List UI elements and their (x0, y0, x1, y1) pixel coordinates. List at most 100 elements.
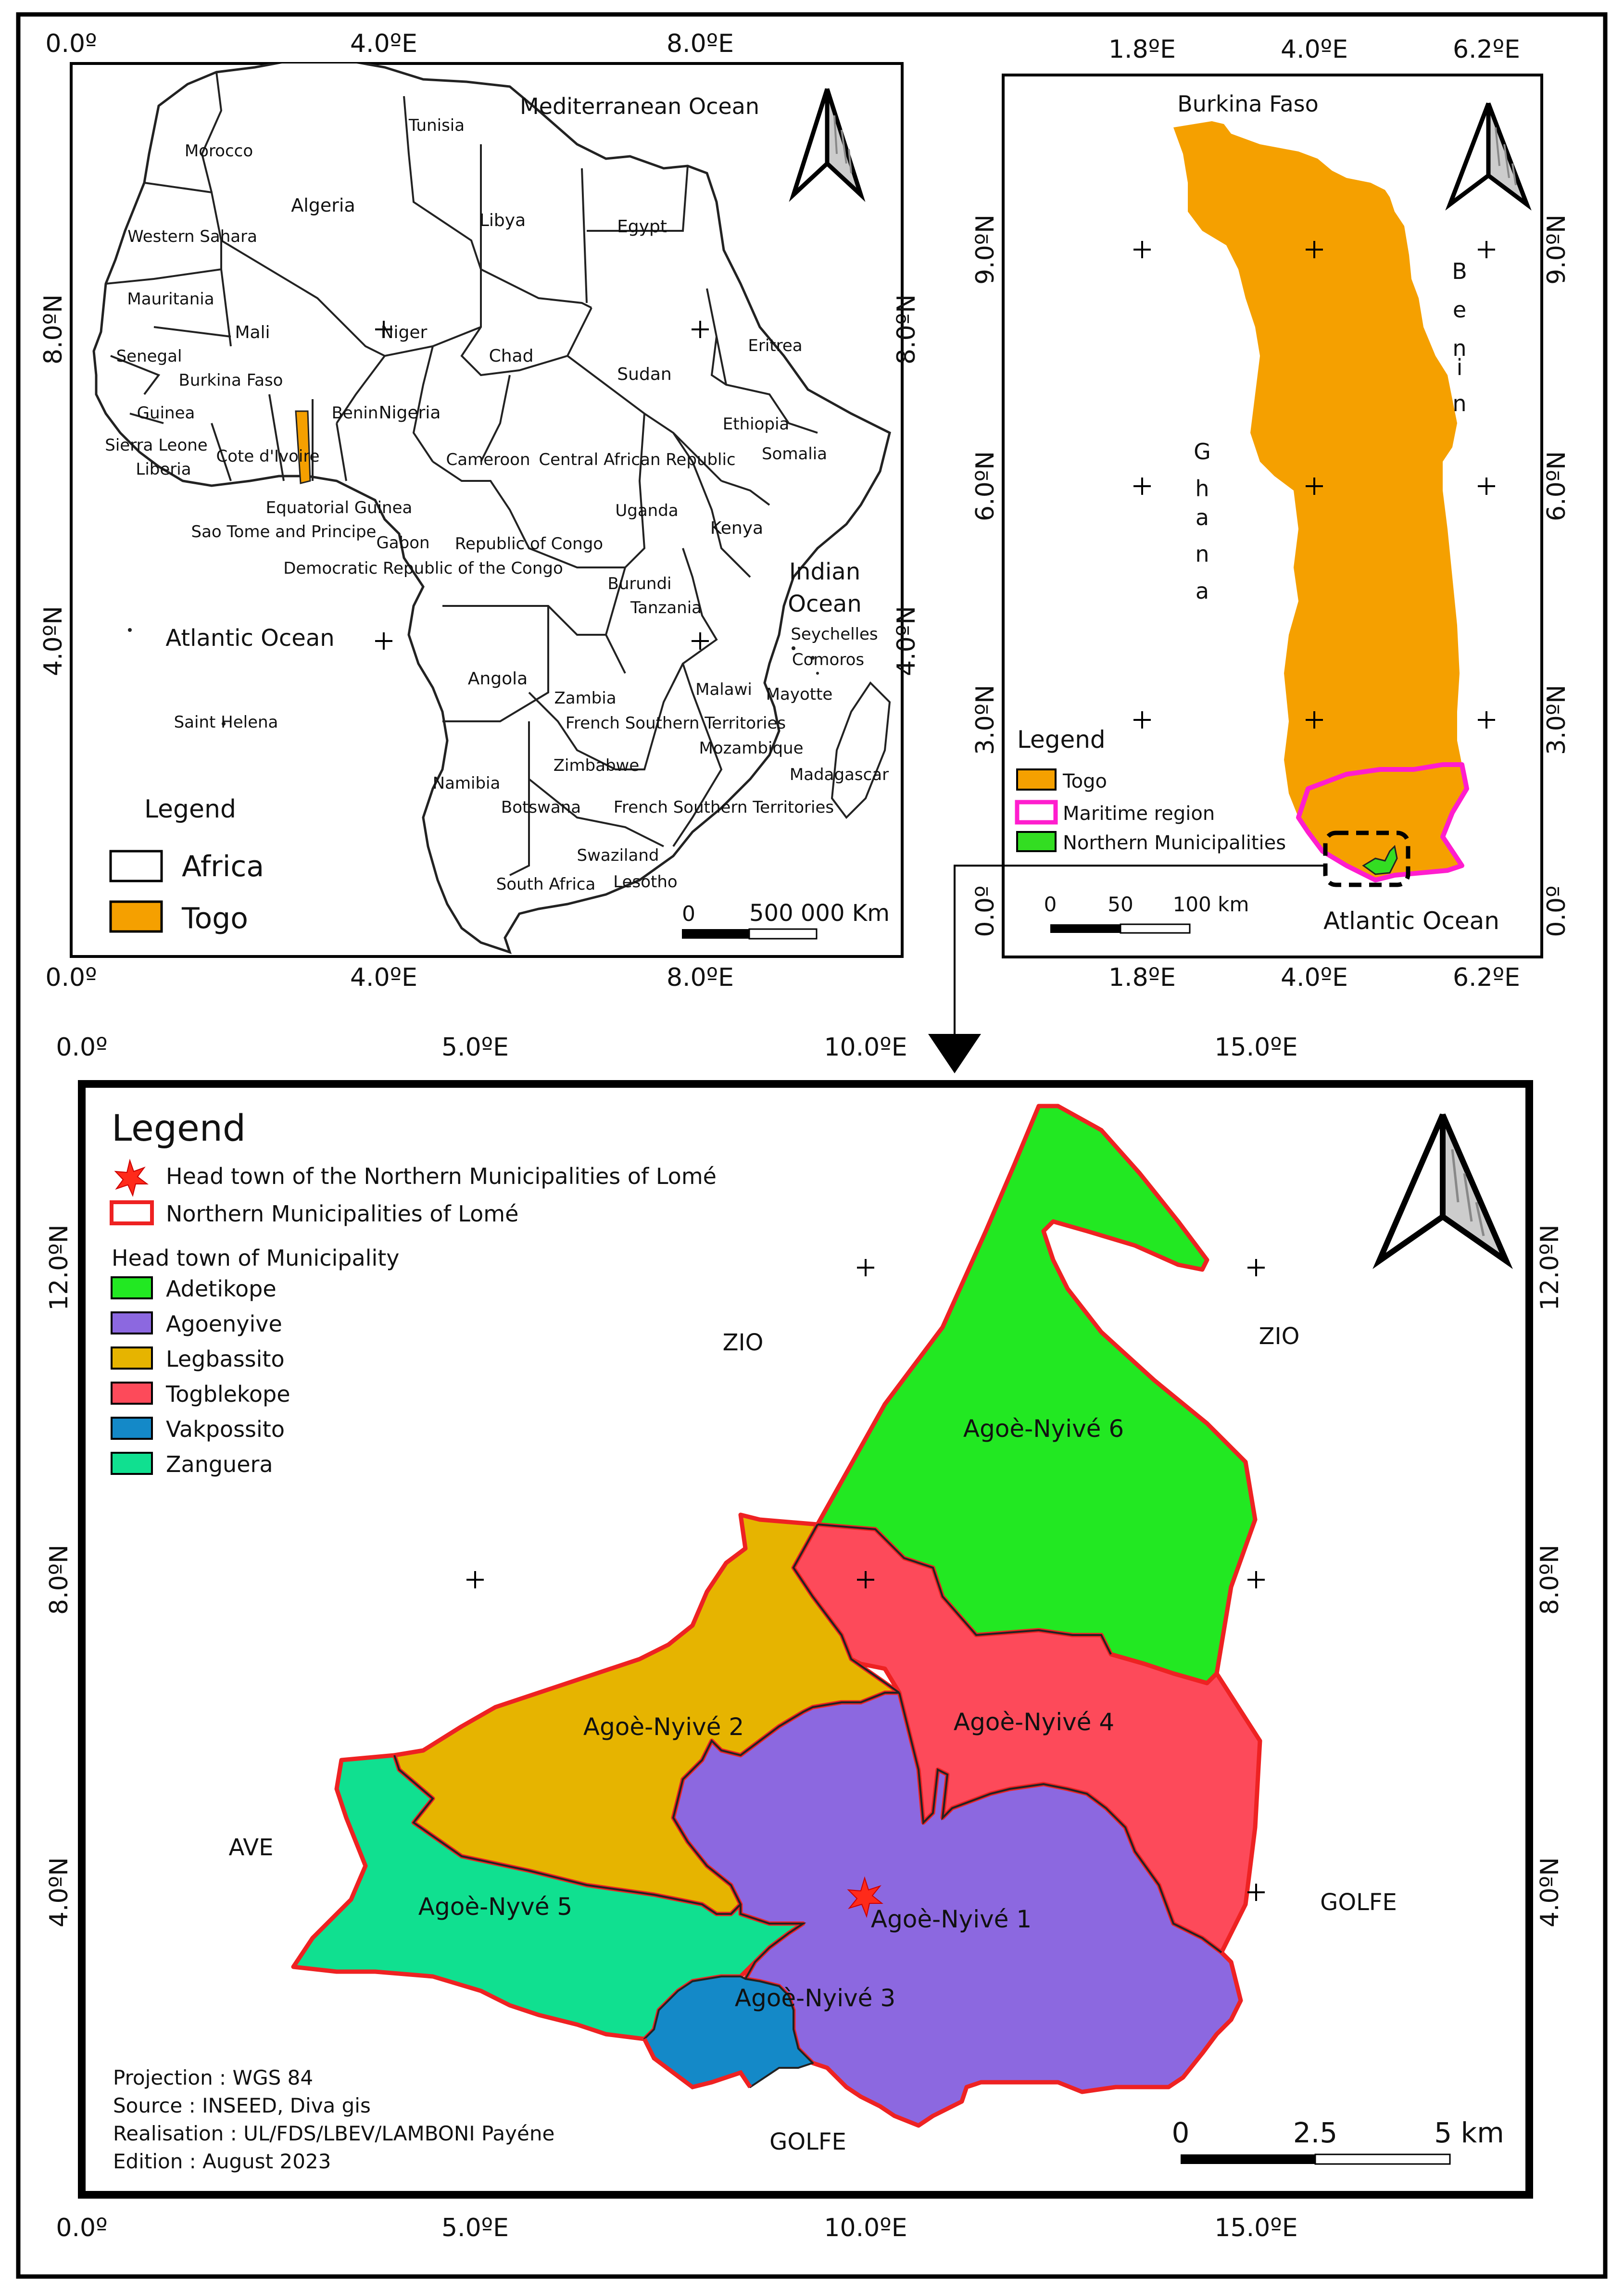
main-right-tick-2: 4.0ºN (1536, 1857, 1564, 1927)
outer-frame (16, 12, 1608, 2279)
legend-label-togo: Togo (181, 902, 248, 935)
togo-legend-title: Legend (1017, 726, 1106, 754)
togo-right-tick-2: 3.0ºN (1542, 685, 1571, 755)
main-legend-star (114, 1158, 149, 1197)
main-district-labels: Agoè-Nyivé 6 Agoè-Nyivé 2 Agoè-Nyivé 4 A… (418, 1415, 1124, 2012)
africa-country-labels: Mediterranean Ocean Morocco Tunisia Alge… (105, 93, 889, 894)
togo-scale-tick-1: 50 (1108, 893, 1133, 916)
label-chad: Chad (489, 346, 534, 366)
main-left-tick-1: 8.0ºN (45, 1545, 74, 1615)
label-seychelles: Seychelles (791, 625, 878, 644)
main-legend-label-zanguera: Zanguera (166, 1451, 273, 1477)
label-district-2: Agoè-Nyivé 2 (583, 1713, 744, 1741)
main-left-tick-0: 12.0ºN (45, 1224, 74, 1310)
main-legend-boundary-swatch (110, 1200, 154, 1225)
togo-bottom-tick-0: 1.8ºE (1108, 963, 1176, 992)
africa-left-tick-0: 8.0ºN (39, 294, 68, 365)
label-niger: Niger (381, 323, 428, 342)
main-info-block: Projection : WGS 84 Source : INSEED, Div… (113, 2066, 554, 2173)
africa-left-tick-1: 4.0ºN (39, 606, 68, 676)
label-somalia: Somalia (762, 444, 827, 464)
label-eq-guinea: Equatorial Guinea (266, 498, 413, 517)
label-mauritania: Mauritania (127, 289, 214, 309)
label-zio-right: ZIO (1259, 1323, 1300, 1350)
africa-map-panel: Mediterranean Ocean Morocco Tunisia Alge… (39, 29, 921, 992)
label-cote-divoire: Cote d'Ivoire (216, 447, 319, 466)
label-indian-ocean-1: Indian (789, 558, 860, 585)
ghana-letter-4: a (1196, 578, 1209, 604)
legend-swatch-africa (109, 850, 163, 882)
main-top-tick-3: 15.0ºE (1214, 1033, 1297, 1062)
label-rep-congo: Republic of Congo (455, 534, 603, 554)
main-neighbor-labels: ZIO ZIO AVE GOLFE GOLFE (229, 1323, 1397, 2155)
togo-africa-shape (295, 410, 311, 484)
africa-bottom-tick-2: 8.0ºE (667, 963, 734, 992)
main-top-tick-0: 0.0º (56, 1033, 107, 1062)
africa-top-tick-1: 4.0ºE (350, 29, 417, 58)
africa-scale-zero: 0 (682, 902, 695, 926)
main-legend-label-togblekope: Togblekope (165, 1381, 290, 1407)
label-comoros: Comoros (792, 650, 864, 669)
label-botswana: Botswana (501, 798, 581, 817)
africa-bottom-tick-1: 4.0ºE (350, 963, 417, 992)
info-projection: Projection : WGS 84 (113, 2066, 313, 2089)
label-tanzania: Tanzania (630, 598, 702, 617)
ghana-letter-2: a (1196, 504, 1209, 530)
label-car: Central African Republic (539, 450, 735, 469)
africa-scale-label: 500 000 Km (749, 900, 890, 927)
africa-top-tick-2: 8.0ºE (667, 29, 734, 58)
togo-left-tick-2: 3.0ºN (971, 685, 1000, 755)
label-algeria: Algeria (291, 195, 355, 216)
main-bottom-tick-2: 10.0ºE (824, 2214, 907, 2242)
benin-letter-0: B (1452, 258, 1467, 284)
main-left-tick-2: 4.0ºN (45, 1857, 74, 1927)
label-saint-helena: Saint Helena (174, 713, 278, 732)
label-lesotho: Lesotho (613, 872, 677, 892)
main-legend: Legend Head town of the Northern Municip… (110, 1107, 717, 1477)
label-south-africa: South Africa (496, 875, 596, 894)
main-bottom-tick-0: 0.0º (56, 2214, 107, 2242)
label-madagascar: Madagascar (790, 765, 889, 784)
label-sao-tome: Sao Tome and Principe (191, 522, 377, 541)
label-indian-ocean-2: Ocean (788, 591, 862, 617)
togo-legend: Legend Togo Maritime region Northern Mun… (1015, 726, 1286, 854)
main-north-arrow (1372, 1113, 1513, 1270)
togo-right-tick-1: 6.0ºN (1542, 451, 1571, 521)
main-scale-bar: 0 2.5 5 km (1172, 2116, 1504, 2165)
main-scale-tick-1: 2.5 (1293, 2116, 1337, 2149)
main-bottom-tick-3: 15.0ºE (1214, 2214, 1297, 2242)
label-morocco: Morocco (185, 141, 253, 161)
togo-top-tick-0: 1.8ºE (1108, 35, 1176, 64)
zoom-connector-line (954, 865, 1325, 1044)
label-mediterranean: Mediterranean Ocean (520, 93, 759, 119)
label-ethiopia: Ethiopia (723, 415, 789, 434)
label-guinea: Guinea (137, 403, 195, 423)
madagascar-shape (831, 681, 891, 819)
togo-right-tick-3: 0.0º (1542, 885, 1571, 937)
main-legend-swatch-legbassito (111, 1346, 153, 1370)
africa-legend: Legend Africa Togo (109, 795, 264, 935)
main-legend-swatch-vakpossito (111, 1417, 153, 1440)
togo-legend-label-maritime: Maritime region (1063, 803, 1215, 825)
label-kenya: Kenya (710, 518, 763, 538)
togo-legend-swatch-togo (1016, 768, 1057, 791)
africa-grid-crosses (375, 321, 709, 650)
main-legend-swatch-zanguera (111, 1452, 153, 1475)
label-uganda: Uganda (615, 501, 678, 520)
main-legend-title: Legend (112, 1107, 246, 1149)
label-district-1: Agoè-Nyivé 1 (871, 1905, 1032, 1933)
togo-scale-tick-2: 100 km (1173, 893, 1249, 916)
label-zambia: Zambia (554, 689, 616, 708)
label-golfe-right: GOLFE (1320, 1889, 1397, 1916)
africa-right-tick-1: 4.0ºN (892, 606, 921, 676)
label-burkina-faso: Burkina Faso (179, 371, 283, 390)
main-legend-swatch-togblekope (111, 1382, 153, 1405)
benin-letter-2: n (1452, 335, 1466, 361)
main-legend-swatch-agoenyive (111, 1311, 153, 1334)
main-scale-tick-2: 5 km (1434, 2116, 1504, 2149)
label-mali: Mali (235, 323, 270, 342)
main-top-tick-1: 5.0ºE (441, 1033, 509, 1062)
togo-bottom-tick-2: 6.2ºE (1453, 963, 1520, 992)
togo-left-tick-0: 9.0ºN (971, 214, 1000, 285)
zoom-highlight-box (1323, 830, 1410, 887)
